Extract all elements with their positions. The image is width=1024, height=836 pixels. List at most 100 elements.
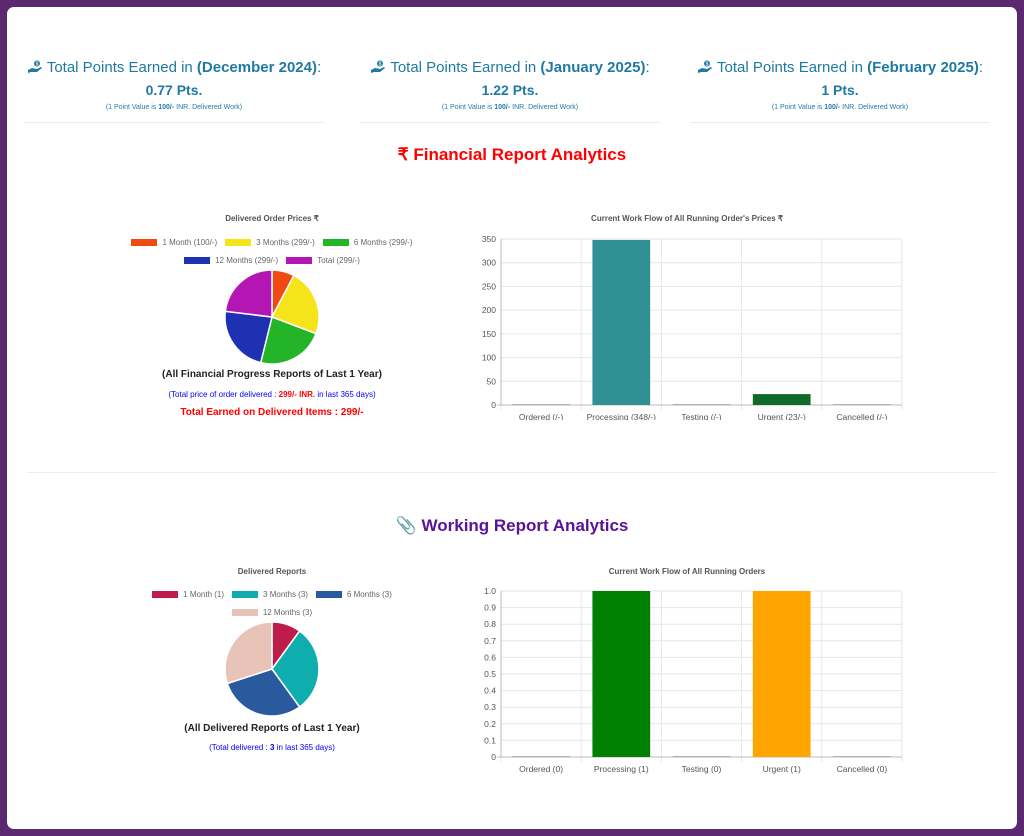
working-pie-legend: 1 Month (1) 3 Months (3) 6 Months (3) 12 Mo… <box>122 586 422 622</box>
svg-text:$: $ <box>379 61 382 67</box>
note-prefix: (1 Point Value is <box>771 104 825 111</box>
total-prefix: (Total delivered : <box>209 743 270 752</box>
y-tick-label: 350 <box>482 234 496 244</box>
y-tick-label: 0.8 <box>484 619 496 629</box>
financial-pie-legend: 1 Month (100/-) 3 Months (299/-) 6 Months … <box>112 234 432 270</box>
legend-label: 1 Month (1) <box>183 590 225 599</box>
points-value: 0.77 Pts. <box>145 82 203 98</box>
x-tick-label: Ordered (/-) <box>519 412 564 420</box>
money-hand-icon: $ <box>371 60 386 73</box>
x-tick-label: Cancelled (0) <box>837 764 888 774</box>
y-tick-label: 150 <box>482 329 496 339</box>
working-section-title: 📎 Working Report Analytics <box>395 516 629 535</box>
total-suffix: in last 365 days) <box>274 743 335 752</box>
financial-bar-chart: 0 50 100 150 200 250 300 350 Ordered (/-) Process… <box>482 234 903 420</box>
working-pie-chart <box>224 621 320 717</box>
y-tick-label: 0.3 <box>484 702 496 712</box>
legend-item[interactable]: Total (299/-) <box>286 252 360 270</box>
pie-slice[interactable] <box>224 621 273 685</box>
legend-item[interactable]: 6 Months (299/-) <box>322 234 413 252</box>
y-tick-label: 0.5 <box>484 669 496 679</box>
financial-total-earned: Total Earned on Delivered Items : 299/- <box>180 407 364 418</box>
bar[interactable] <box>592 591 651 757</box>
y-tick-label: 0.1 <box>484 735 496 745</box>
legend-item[interactable]: 12 Months (3) <box>231 604 312 622</box>
legend-swatch <box>225 239 252 246</box>
financial-pie-title: Delivered Order Prices ₹ <box>225 214 319 223</box>
working-total-delivered: (Total delivered : 3 in last 365 days) <box>122 743 422 752</box>
legend-swatch <box>131 239 158 246</box>
bar[interactable] <box>592 239 651 405</box>
y-tick-label: 1.0 <box>484 586 496 596</box>
points-period: (February 2025) <box>867 59 979 76</box>
divider <box>360 122 660 123</box>
pie-slice[interactable] <box>270 274 320 335</box>
legend-label: 3 Months (299/-) <box>256 238 315 247</box>
legend-item[interactable]: 3 Months (3) <box>232 586 308 604</box>
x-tick-label: Processing (1) <box>594 764 649 774</box>
points-card-december: $ Total Points Earned in (December 2024):… <box>24 59 324 123</box>
points-colon: : <box>645 59 650 76</box>
note-prefix: (1 Point Value is <box>105 104 159 111</box>
y-tick-label: 0.4 <box>484 686 496 696</box>
legend-swatch <box>315 591 342 598</box>
legend-item[interactable]: 12 Months (299/-) <box>184 252 278 270</box>
points-label: Total Points Earned in <box>717 59 868 76</box>
legend-swatch <box>286 257 313 264</box>
pie-slice[interactable] <box>224 310 273 364</box>
points-colon: : <box>978 59 983 76</box>
legend-label: 6 Months (299/-) <box>353 238 413 247</box>
y-tick-label: 0.9 <box>484 603 496 613</box>
pie-slice[interactable] <box>259 315 317 365</box>
y-tick-label: 200 <box>482 305 496 315</box>
y-tick-label: 0.7 <box>484 636 496 646</box>
note-suffix: INR. Delivered Work) <box>510 104 579 111</box>
note-value: 100/- <box>824 104 841 111</box>
section-divider <box>27 472 997 473</box>
points-card-january: $ Total Points Earned in (January 2025): … <box>360 59 660 123</box>
x-tick-label: Processing (348/-) <box>587 412 657 420</box>
bar[interactable] <box>752 394 811 405</box>
working-pie-title: Delivered Reports <box>237 567 307 576</box>
legend-swatch <box>232 591 259 598</box>
legend-item[interactable]: 1 Month (1) <box>152 586 224 604</box>
y-tick-label: 0 <box>491 400 496 410</box>
bar[interactable] <box>752 591 811 757</box>
legend-item[interactable]: 1 Month (100/-) <box>131 234 217 252</box>
svg-text:$: $ <box>706 61 709 67</box>
note-value: 100/- <box>158 104 175 111</box>
legend-swatch <box>184 257 211 264</box>
y-tick-label: 250 <box>482 281 496 291</box>
x-tick-label: Urgent (1) <box>763 764 801 774</box>
total-suffix: in last 365 days) <box>315 390 376 399</box>
dashboard-card: $ Total Points Earned in (December 2024):… <box>7 7 1017 829</box>
svg-text:$: $ <box>35 61 38 67</box>
note-prefix: (1 Point Value is <box>441 104 495 111</box>
x-tick-label: Testing (0) <box>682 764 722 774</box>
points-period: (January 2025) <box>540 59 646 76</box>
legend-swatch <box>152 591 179 598</box>
money-hand-icon: $ <box>27 60 42 73</box>
legend-swatch <box>322 239 349 246</box>
legend-swatch <box>231 609 258 616</box>
legend-item[interactable]: 3 Months (299/-) <box>225 234 315 252</box>
pie-slice[interactable] <box>271 629 320 709</box>
legend-label: 3 Months (3) <box>263 590 308 599</box>
points-period: (December 2024) <box>196 59 317 76</box>
y-tick-label: 0.2 <box>484 719 496 729</box>
y-tick-label: 300 <box>482 258 496 268</box>
total-value: 3 <box>269 743 275 752</box>
x-tick-label: Testing (/-) <box>681 412 721 420</box>
divider <box>690 122 990 123</box>
working-caption: (All Delivered Reports of Last 1 Year) <box>184 723 360 734</box>
working-bar-title: Current Work Flow of All Running Orders <box>608 567 766 576</box>
divider <box>24 122 324 123</box>
pie-slice[interactable] <box>226 668 301 717</box>
points-colon: : <box>317 59 322 76</box>
legend-item[interactable]: 6 Months (3) <box>315 586 392 604</box>
legend-label: Total (299/-) <box>317 256 360 265</box>
total-prefix: (Total price of order delivered : <box>168 390 279 399</box>
pie-slice[interactable] <box>224 269 273 318</box>
note-suffix: INR. Delivered Work) <box>174 104 243 111</box>
total-value: 299/- INR. <box>278 390 316 399</box>
